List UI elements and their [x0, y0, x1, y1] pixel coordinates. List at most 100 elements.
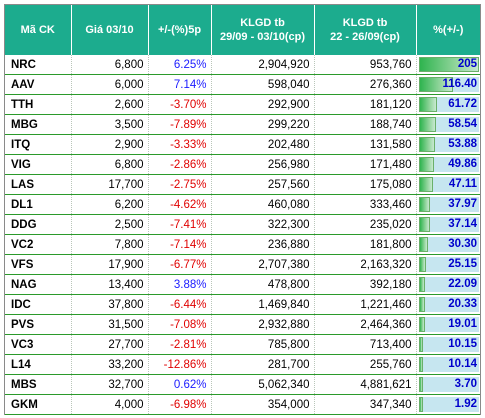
table-row[interactable]: AAV 6,000 7.14% 598,040 276,360 116.40	[5, 74, 480, 95]
header-gia[interactable]: Giá 03/10	[71, 5, 149, 55]
price-cell: 4,000	[71, 394, 149, 415]
price-cell: 7,800	[71, 234, 149, 255]
volume-change-value: 10.14	[448, 358, 477, 370]
change-pct-cell: -12.86%	[148, 354, 212, 375]
table-row[interactable]: ITQ 2,900 -3.33% 202,480 131,580 53.88	[5, 134, 480, 155]
volume-prev-week-cell: 347,340	[314, 394, 417, 415]
price-cell: 37,800	[71, 294, 149, 315]
volume-change-bar	[418, 177, 433, 192]
volume-this-week-cell: 460,080	[211, 194, 315, 215]
volume-change-value: 205	[457, 58, 477, 70]
volume-change-bar-cell: 37.14	[416, 214, 480, 235]
volume-change-bar	[418, 357, 423, 372]
table-row[interactable]: VC2 7,800 -7.14% 236,880 181,800 30.30	[5, 234, 480, 255]
table-row[interactable]: MBG 3,500 -7.89% 299,220 188,740 58.54	[5, 114, 480, 135]
volume-prev-week-cell: 181,120	[314, 94, 417, 115]
table-row[interactable]: IDC 37,800 -6.44% 1,469,840 1,221,460 20.33	[5, 294, 480, 315]
volume-prev-week-cell: 175,080	[314, 174, 417, 195]
volume-change-bar-cell: 47.11	[416, 174, 480, 195]
table-row[interactable]: VC3 27,700 -2.81% 785,800 713,400 10.15	[5, 334, 480, 355]
table-row[interactable]: GKM 4,000 -6.98% 354,000 347,340 1.92	[5, 394, 480, 415]
change-pct-cell: -7.14%	[148, 234, 212, 255]
header-klgd-this-week[interactable]: KLGD tb 29/09 - 03/10(cp)	[211, 5, 315, 55]
bar-track	[418, 197, 479, 212]
stock-code: NRC	[5, 55, 72, 75]
volume-change-bar-cell: 10.15	[416, 334, 480, 355]
table-row[interactable]: DL1 6,200 -4.62% 460,080 333,460 37.97	[5, 194, 480, 215]
header-change-5p[interactable]: +/-(%)5p	[148, 5, 212, 55]
stock-code: VIG	[5, 154, 72, 175]
change-pct-cell: -2.86%	[148, 154, 212, 175]
header-ma-ck[interactable]: Mã CK	[5, 5, 72, 55]
volume-change-bar	[418, 397, 423, 412]
volume-prev-week-cell: 181,800	[314, 234, 417, 255]
table-row[interactable]: MBS 32,700 0.62% 5,062,340 4,881,621 3.70	[5, 374, 480, 395]
volume-change-bar-cell: 22.09	[416, 274, 480, 295]
bar-track	[418, 317, 479, 332]
volume-change-bar-cell: 20.33	[416, 294, 480, 315]
bar-track	[418, 257, 479, 272]
stock-code: GKM	[5, 394, 72, 415]
volume-change-bar-cell: 37.97	[416, 194, 480, 215]
price-cell: 2,600	[71, 94, 149, 115]
volume-change-value: 116.40	[442, 78, 477, 90]
stock-code: L14	[5, 354, 72, 375]
stock-code: TTH	[5, 94, 72, 115]
volume-change-bar	[418, 57, 479, 72]
table-row[interactable]: L14 33,200 -12.86% 281,700 255,760 10.14	[5, 354, 480, 375]
volume-change-value: 58.54	[448, 118, 477, 130]
volume-change-value: 30.30	[448, 238, 477, 250]
table-row[interactable]: TTH 2,600 -3.70% 292,900 181,120 61.72	[5, 94, 480, 115]
volume-this-week-cell: 257,560	[211, 174, 315, 195]
volume-this-week-cell: 598,040	[211, 74, 315, 95]
volume-change-bar-cell: 25.15	[416, 254, 480, 275]
price-cell: 17,900	[71, 254, 149, 275]
volume-prev-week-cell: 255,760	[314, 354, 417, 375]
volume-change-bar	[418, 217, 430, 232]
bar-track	[418, 217, 479, 232]
price-cell: 33,200	[71, 354, 149, 375]
header-klgd-prev-week[interactable]: KLGD tb 22 - 26/09(cp)	[314, 5, 417, 55]
bar-track	[418, 297, 479, 312]
table-row[interactable]: NAG 13,400 3.88% 478,800 392,180 22.09	[5, 274, 480, 295]
table-row[interactable]: VFS 17,900 -6.77% 2,707,380 2,163,320 25.15	[5, 254, 480, 275]
volume-change-value: 19.01	[448, 318, 477, 330]
change-pct-cell: -4.62%	[148, 194, 212, 215]
change-pct-cell: -3.70%	[148, 94, 212, 115]
volume-change-value: 37.14	[448, 218, 477, 230]
table-row[interactable]: VIG 6,800 -2.86% 256,980 171,480 49.86	[5, 154, 480, 175]
table-row[interactable]: LAS 17,700 -2.75% 257,560 175,080 47.11	[5, 174, 480, 195]
volume-this-week-cell: 292,900	[211, 94, 315, 115]
table-row[interactable]: DDG 2,500 -7.41% 322,300 235,020 37.14	[5, 214, 480, 235]
volume-this-week-cell: 2,932,880	[211, 314, 315, 335]
change-pct-cell: -2.75%	[148, 174, 212, 195]
volume-prev-week-cell: 276,360	[314, 74, 417, 95]
stock-code: VFS	[5, 254, 72, 275]
volume-change-value: 22.09	[448, 278, 477, 290]
volume-change-bar-cell: 49.86	[416, 154, 480, 175]
volume-change-bar	[418, 77, 453, 92]
volume-change-bar-cell: 10.14	[416, 354, 480, 375]
volume-change-bar	[418, 317, 425, 332]
stock-code: ITQ	[5, 134, 72, 155]
change-pct-cell: -6.77%	[148, 254, 212, 275]
volume-change-bar	[418, 337, 423, 352]
volume-change-bar-cell: 1.92	[416, 394, 480, 415]
volume-change-bar	[418, 137, 435, 152]
change-pct-cell: -6.98%	[148, 394, 212, 415]
volume-prev-week-cell: 2,464,360	[314, 314, 417, 335]
stock-code: PVS	[5, 314, 72, 335]
table-row[interactable]: NRC 6,800 6.25% 2,904,920 953,760 205	[5, 55, 480, 75]
volume-change-bar	[418, 197, 430, 212]
header-pct-change[interactable]: %(+/-)	[416, 5, 480, 55]
header-label: %(+/-)	[433, 24, 464, 36]
volume-change-bar	[418, 377, 423, 392]
stock-code: VC2	[5, 234, 72, 255]
price-cell: 31,500	[71, 314, 149, 335]
header-label: Mã CK	[20, 24, 55, 36]
change-pct-cell: -7.89%	[148, 114, 212, 135]
table-row[interactable]: PVS 31,500 -7.08% 2,932,880 2,464,360 19.01	[5, 314, 480, 335]
stock-code: DL1	[5, 194, 72, 215]
volume-this-week-cell: 2,904,920	[211, 55, 315, 75]
price-cell: 13,400	[71, 274, 149, 295]
